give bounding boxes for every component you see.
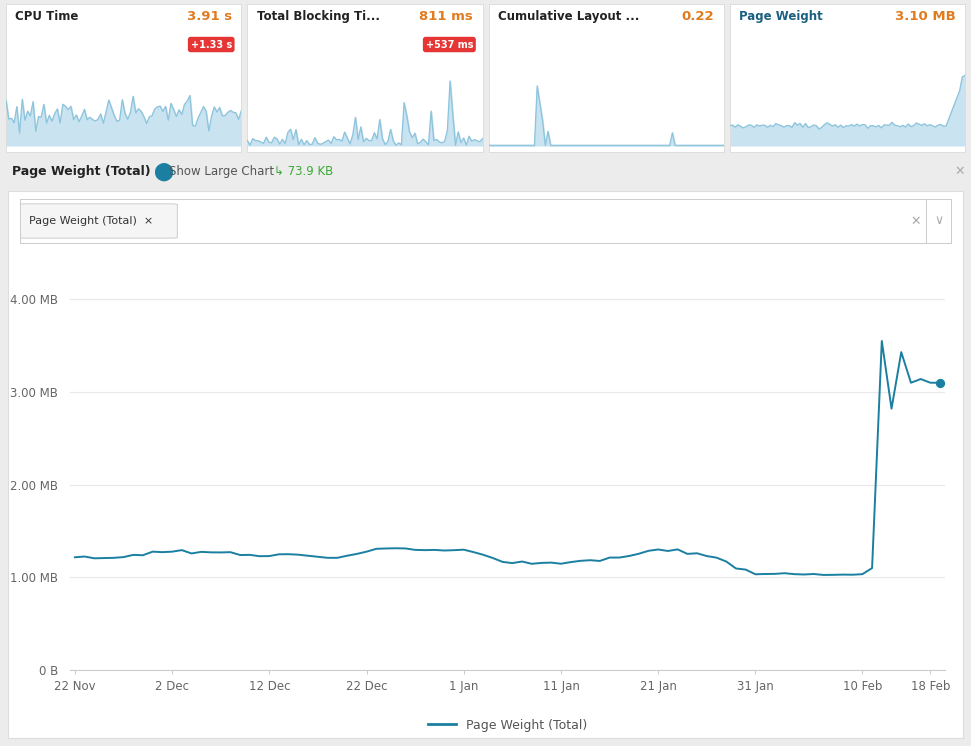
Text: ⬤: ⬤ [153, 163, 174, 181]
Text: ✕: ✕ [911, 215, 921, 228]
Text: Show Large Chart: Show Large Chart [169, 165, 274, 178]
Legend: Page Weight (Total): Page Weight (Total) [423, 714, 592, 737]
Text: +537 ms: +537 ms [425, 40, 473, 49]
Text: ∨: ∨ [934, 215, 944, 228]
Point [932, 377, 948, 389]
Text: Page Weight: Page Weight [739, 10, 822, 23]
Text: ↳ 73.9 KB: ↳ 73.9 KB [274, 165, 333, 178]
Text: 0.22: 0.22 [682, 10, 715, 23]
Text: +1.33 s: +1.33 s [190, 40, 232, 49]
Text: 811 ms: 811 ms [419, 10, 473, 23]
FancyBboxPatch shape [15, 204, 178, 238]
Text: ✕: ✕ [954, 165, 965, 178]
Text: 3.10 MB: 3.10 MB [895, 10, 955, 23]
Text: Page Weight (Total)  ×: Page Weight (Total) × [29, 216, 153, 226]
Text: Page Weight (Total): Page Weight (Total) [12, 165, 151, 178]
Text: CPU Time: CPU Time [16, 10, 79, 23]
Text: 3.91 s: 3.91 s [186, 10, 232, 23]
Text: Total Blocking Ti...: Total Blocking Ti... [256, 10, 380, 23]
Text: Cumulative Layout ...: Cumulative Layout ... [498, 10, 639, 23]
